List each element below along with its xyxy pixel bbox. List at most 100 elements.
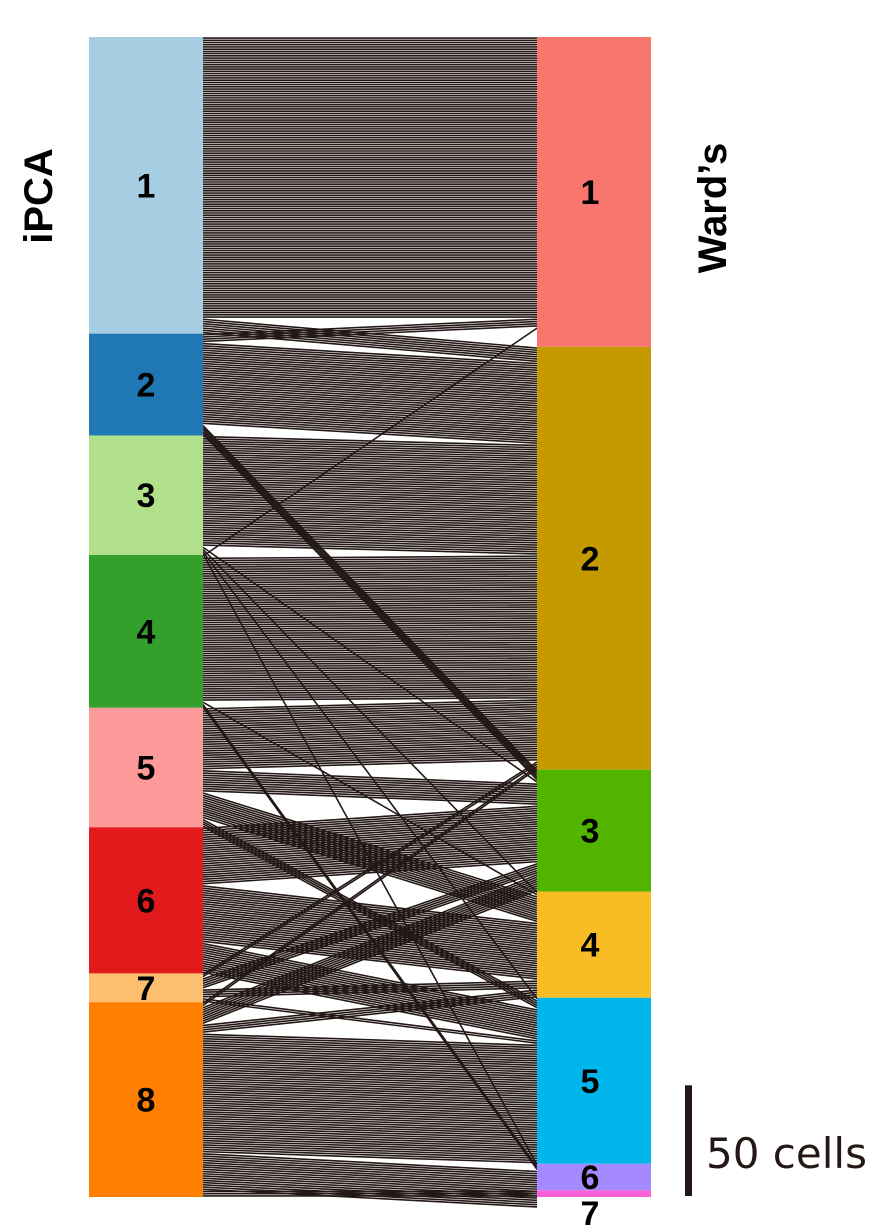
link-line-2-to-2 [202, 380, 538, 402]
link-lines [202, 37, 538, 1208]
link-line-6-to-5 [202, 969, 538, 1038]
link-line-8-to-5 [202, 1148, 538, 1162]
link-line-3-to-2 [202, 502, 538, 513]
link-line-6-to-4 [202, 925, 538, 965]
left-cluster-bars [89, 37, 203, 1197]
link-line-2-to-2 [202, 378, 538, 400]
link-line-4-to-2 [202, 604, 538, 608]
link-line-6-to-3 [202, 851, 538, 876]
link-line-4-to-2 [202, 610, 538, 615]
link-line-2-to-2 [202, 362, 538, 385]
link-line-4-to-2 [202, 630, 538, 635]
link-line-8-to-5 [202, 1108, 538, 1122]
link-line-8-to-5 [202, 1082, 538, 1095]
link-line-4-to-2 [202, 663, 538, 668]
link-line-5-to-2 [202, 747, 538, 759]
link-line-5-to-2 [202, 730, 538, 741]
link-line-5-to-3 [202, 774, 538, 790]
link-line-6-to-3 [202, 805, 538, 830]
link-line-3-to-2 [202, 535, 538, 546]
link-line-4-to-2 [202, 566, 538, 571]
link-line-6-to-5 [202, 971, 538, 1040]
link-line-1-to-2 [202, 320, 538, 352]
link-line-8-to-5 [202, 1133, 538, 1146]
link-line-2-to-2 [202, 358, 538, 380]
link-line-3-to-2 [202, 491, 538, 502]
link-line-2-to-2 [202, 404, 538, 427]
link-line-8-to-6 [202, 1157, 538, 1177]
link-line-6-to-4 [202, 896, 538, 936]
link-line-6-to-4 [202, 918, 538, 958]
link-line-5-to-3 [202, 770, 538, 785]
link-line-8-to-4 [202, 993, 538, 1031]
link-line-4-to-2 [202, 688, 538, 692]
link-line-3-to-2 [202, 499, 538, 511]
link-line-4-to-2 [202, 690, 538, 695]
link-line-6-to-3 [202, 827, 538, 852]
link-line-4-to-2 [202, 648, 538, 653]
link-line-8-to-5 [202, 1119, 538, 1133]
link-line-8-to-5 [202, 1033, 538, 1047]
link-line-5-to-3 [202, 776, 538, 792]
link-line-5-to-2 [202, 721, 538, 732]
link-line-8-to-3 [202, 874, 538, 1009]
link-line-2-to-2 [202, 369, 538, 391]
link-line-8-to-6 [202, 1159, 538, 1179]
link-line-4-to-2 [202, 621, 538, 626]
link-line-3-to-2 [202, 530, 538, 542]
link-line-4-to-2 [202, 564, 538, 568]
link-line-8-to-3 [202, 878, 538, 1013]
link-line-6-to-3 [202, 834, 538, 858]
link-line-2-to-2 [202, 353, 538, 376]
link-line-6-to-3 [202, 812, 538, 836]
link-line-6-to-4 [202, 887, 538, 927]
link-line-6-to-4 [202, 913, 538, 954]
link-line-5-to-2 [202, 703, 538, 715]
link-line-6-to-4 [202, 885, 538, 925]
link-line-4-to-2 [202, 617, 538, 622]
link-line-3-to-2 [202, 446, 538, 458]
link-line-3-to-2 [202, 462, 538, 473]
link-line-8-to-6 [202, 1168, 538, 1188]
link-line-8-to-3 [202, 889, 538, 1024]
link-line-6-to-3 [202, 849, 538, 874]
link-line-5-to-2 [202, 712, 538, 723]
link-line-8-to-6 [202, 1155, 538, 1175]
link-line-2-to-2 [202, 382, 538, 405]
link-line-8-to-5 [202, 1060, 538, 1073]
link-line-5-to-4 [202, 794, 538, 901]
link-line-7-to-3 [202, 863, 538, 980]
link-line-2-to-1 [202, 320, 538, 338]
link-line-5-to-4 [202, 798, 538, 905]
link-line-8-to-3 [202, 885, 538, 1020]
link-line-4-to-2 [202, 646, 538, 650]
link-line-4-to-2 [202, 597, 538, 602]
link-line-4-to-2 [202, 679, 538, 684]
link-line-6-to-3 [202, 818, 538, 843]
link-line-6-to-3 [202, 845, 538, 870]
link-line-5-to-2 [202, 714, 538, 726]
link-line-7-to-2 [202, 761, 538, 976]
link-line-7-to-3 [202, 871, 538, 989]
link-line-4-to-2 [202, 643, 538, 648]
link-line-2-to-2 [202, 347, 538, 369]
link-line-8-to-5 [202, 1077, 538, 1091]
link-line-4-to-2 [202, 557, 538, 562]
link-line-6-to-3 [202, 838, 538, 863]
link-line-4-to-2 [202, 668, 538, 673]
link-line-1-to-2 [202, 322, 538, 354]
link-line-7-to-3 [202, 865, 538, 982]
link-line-5-to-2 [202, 752, 538, 763]
link-line-8-to-5 [202, 1099, 538, 1113]
link-line-2-to-2 [202, 387, 538, 409]
link-line-4-to-2 [202, 608, 538, 613]
right-cluster-bar-4 [537, 891, 651, 998]
link-line-2-to-2 [202, 411, 538, 433]
link-line-5-to-4 [202, 807, 538, 914]
link-line-4-to-2 [202, 635, 538, 639]
link-line-5-to-2 [202, 756, 538, 768]
link-line-3-to-2 [202, 457, 538, 469]
link-line-4-to-1 [202, 327, 538, 557]
link-line-5-to-2 [202, 708, 538, 719]
